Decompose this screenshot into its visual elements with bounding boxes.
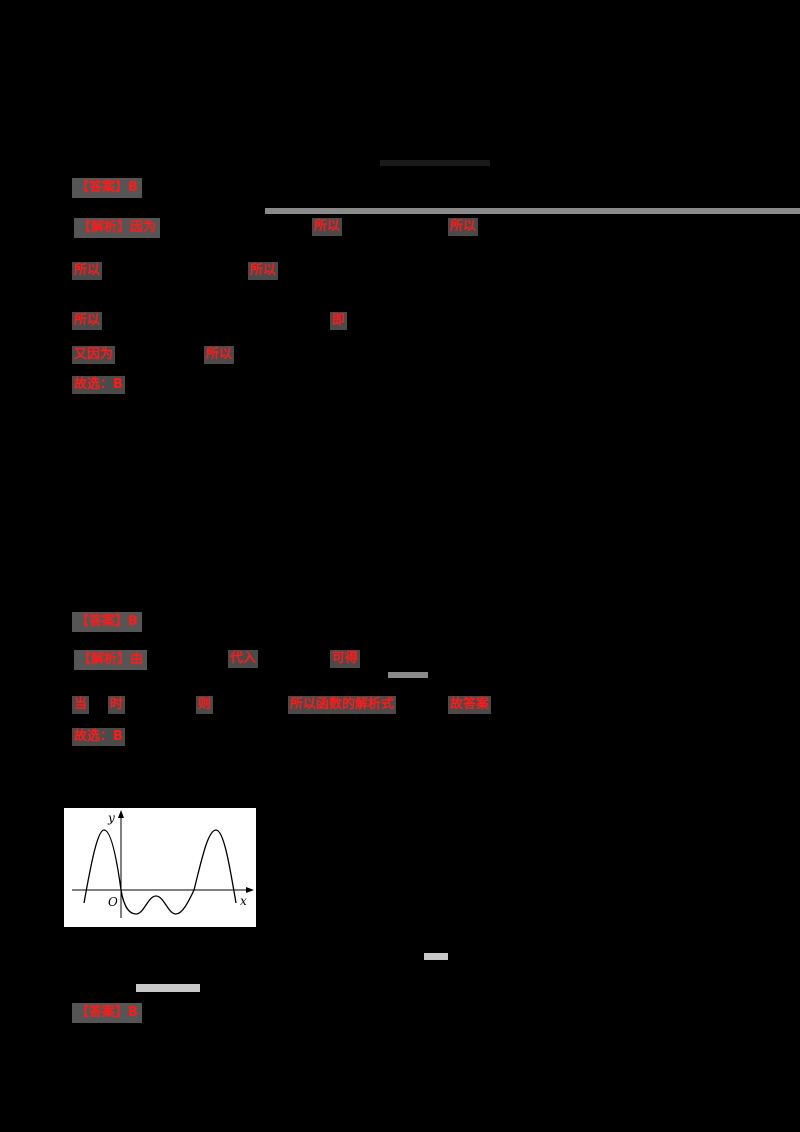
label: 所以 xyxy=(72,312,103,330)
label: 当 xyxy=(72,696,90,714)
answer-tag-q1: 【答案】B xyxy=(72,178,142,198)
answer-tag-q2: 【答案】B xyxy=(72,612,142,632)
label: 所以函数的解析式 xyxy=(288,696,397,714)
option-highlight xyxy=(136,984,200,992)
label: 所以 xyxy=(448,218,479,236)
fraction-bar xyxy=(388,672,428,678)
label: 所以 xyxy=(72,262,103,280)
choose-label-q2: 故选：B xyxy=(72,728,125,746)
sine-curve-graph: y x O xyxy=(72,810,254,918)
label: 又因为 xyxy=(72,346,116,364)
svg-text:x: x xyxy=(240,894,247,908)
label: 所以 xyxy=(204,346,235,364)
label: 所以 xyxy=(312,218,343,236)
label: 代入 xyxy=(228,650,259,668)
label: 故答案 xyxy=(448,696,492,714)
function-graph: y x O xyxy=(64,808,256,927)
option-highlight xyxy=(424,953,448,960)
label: 则 xyxy=(196,696,214,714)
label: 即 xyxy=(330,312,348,330)
fraction-bar xyxy=(380,160,490,166)
svg-text:O: O xyxy=(108,895,118,909)
svg-text:y: y xyxy=(107,811,115,825)
choose-label-q1: 故选：B xyxy=(72,376,125,394)
analysis-tag-q2: 【解析】由 xyxy=(74,650,148,670)
underline-bar xyxy=(265,208,800,214)
analysis-tag-q1: 【解析】因为 xyxy=(74,218,161,238)
answer-tag-q3: 【答案】B xyxy=(72,1003,142,1023)
label: 所以 xyxy=(248,262,279,280)
label: 可得 xyxy=(330,650,361,668)
label: 时 xyxy=(108,696,126,714)
